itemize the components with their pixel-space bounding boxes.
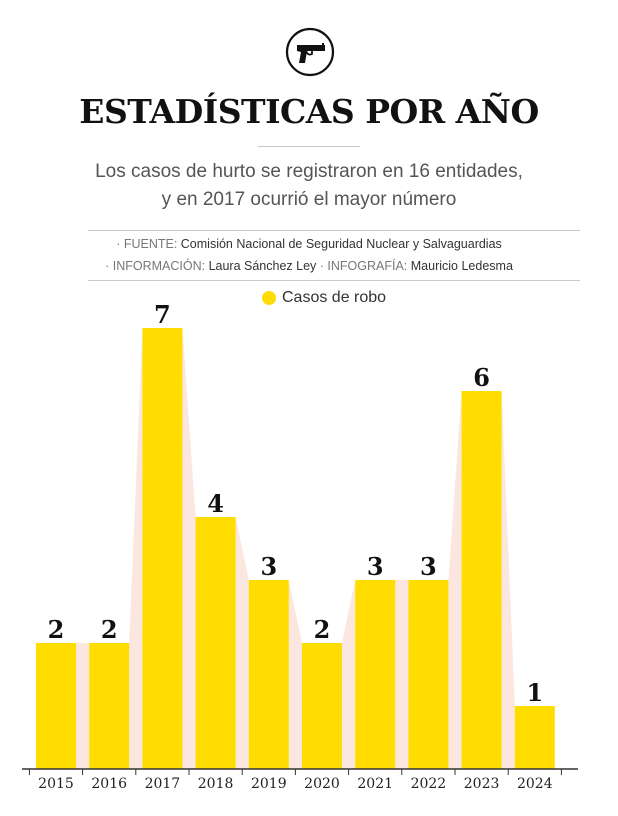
chart-title: ESTADÍSTICAS POR AÑO	[79, 92, 539, 131]
credits-bottom-divider	[88, 280, 580, 281]
bar-value-label: 2	[48, 615, 65, 644]
title-divider	[258, 146, 360, 147]
x-tick-label: 2017	[145, 776, 181, 792]
chart-subtitle: Los casos de hurto se registraron en 16 …	[0, 158, 618, 214]
bar	[514, 706, 555, 769]
bar	[302, 643, 342, 769]
subtitle-line-2: y en 2017 ocurrió el mayor número	[161, 189, 457, 210]
bar	[408, 580, 449, 769]
bar-value-label: 6	[473, 363, 490, 392]
credits-top-divider	[88, 230, 580, 231]
bar	[248, 580, 289, 769]
bar	[195, 517, 236, 769]
x-tick-label: 2015	[38, 776, 74, 792]
bar-connector	[129, 328, 143, 769]
x-tick-label: 2019	[251, 776, 287, 792]
bar-value-label: 1	[526, 678, 543, 707]
x-tick-label: 2016	[91, 776, 127, 792]
bar	[355, 580, 396, 769]
bar-connector	[448, 391, 462, 769]
x-tick-label: 2024	[517, 776, 553, 792]
legend-swatch	[262, 291, 276, 305]
source-key: · FUENTE:	[116, 237, 178, 251]
bar	[36, 643, 76, 769]
bar-connector	[182, 328, 196, 769]
subtitle-line-1: Los casos de hurto se registraron en 16 …	[95, 161, 523, 182]
bar-connector	[288, 580, 302, 769]
bar-value-label: 7	[154, 300, 171, 329]
infographic-key: · INFOGRAFÍA:	[319, 259, 408, 273]
bar	[461, 391, 502, 769]
bar-connector	[235, 517, 249, 769]
bar	[89, 643, 130, 769]
info-key: · INFORMACIÓN:	[105, 259, 206, 273]
legend-label: Casos de robo	[282, 289, 387, 306]
bar-value-label: 3	[260, 552, 277, 581]
gun-icon	[285, 27, 335, 77]
info-value: Laura Sánchez Ley	[208, 259, 317, 273]
source-value: Comisión Nacional de Seguridad Nuclear y…	[180, 237, 502, 251]
bar-value-label: 3	[367, 552, 384, 581]
credits-authors: · INFORMACIÓN: Laura Sánchez Ley · INFOG…	[0, 256, 618, 276]
bar-value-label: 2	[314, 615, 331, 644]
x-tick-label: 2018	[198, 776, 234, 792]
bar-connector	[342, 580, 356, 769]
bar-connector	[501, 391, 515, 769]
bar-connector	[76, 643, 90, 769]
x-tick-label: 2020	[304, 776, 340, 792]
bar-value-label: 4	[207, 489, 224, 518]
x-tick-label: 2022	[411, 776, 447, 792]
infographic-value: Mauricio Ledesma	[410, 259, 513, 273]
x-tick-label: 2021	[357, 776, 393, 792]
x-tick-label: 2023	[464, 776, 500, 792]
bar-value-label: 3	[420, 552, 437, 581]
chart-legend: Casos de robo	[262, 287, 386, 309]
bar-value-label: 2	[101, 615, 118, 644]
bar	[142, 328, 183, 769]
bar-connector	[395, 580, 409, 769]
credits-source: · FUENTE: Comisión Nacional de Seguridad…	[0, 234, 618, 254]
